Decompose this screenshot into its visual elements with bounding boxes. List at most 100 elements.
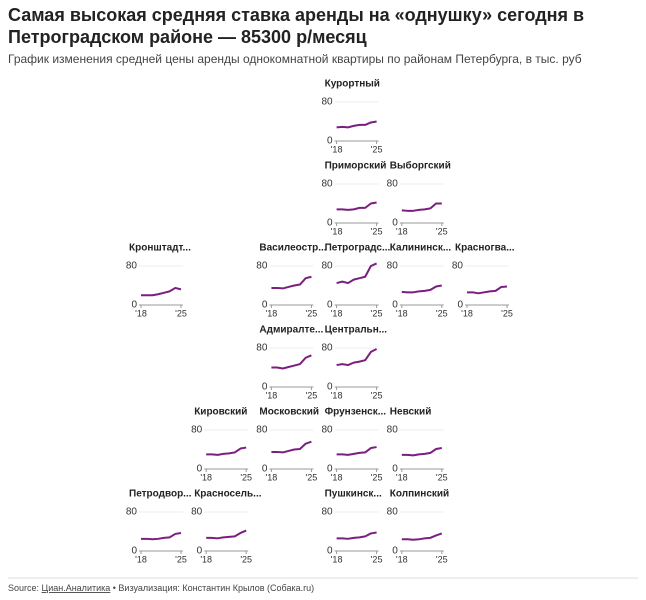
panel-title: Красногва...	[455, 243, 515, 254]
line	[141, 286, 182, 297]
panel-title: Центральн...	[325, 325, 388, 336]
x-tick-label: '25	[175, 308, 187, 318]
x-tick-label: '18	[331, 226, 343, 236]
x-tick-label: '25	[306, 472, 318, 482]
y-tick-label: 80	[256, 261, 268, 272]
x-tick-label: '18	[135, 554, 147, 564]
panel-title: Колпинский	[390, 489, 449, 500]
x-tick-label: '18	[331, 472, 343, 482]
x-tick-label: '18	[266, 308, 278, 318]
y-tick-label: 0	[131, 546, 137, 557]
x-tick-label: '18	[461, 308, 473, 318]
x-tick-label: '18	[266, 390, 278, 400]
y-tick-label: 0	[327, 300, 333, 311]
y-tick-label: 0	[327, 382, 333, 393]
y-tick-label: 80	[321, 179, 333, 190]
x-tick-label: '18	[331, 144, 343, 154]
panel-title: Пушкинск...	[325, 489, 382, 500]
y-tick-label: 80	[321, 425, 333, 436]
y-tick-label: 0	[197, 464, 203, 475]
line	[206, 446, 247, 456]
x-tick-label: '18	[331, 554, 343, 564]
panel-title: Кировский	[194, 407, 247, 418]
y-tick-label: 80	[387, 507, 399, 518]
y-tick-label: 0	[457, 300, 463, 311]
source: Source: Циан.Аналитика • Визуализация: К…	[8, 583, 314, 593]
line	[271, 275, 312, 290]
line	[336, 262, 378, 285]
x-tick-label: '25	[175, 554, 187, 564]
x-tick-label: '18	[396, 472, 408, 482]
y-tick-label: 80	[387, 179, 399, 190]
source-link[interactable]: Циан.Аналитика	[42, 583, 111, 593]
line	[336, 120, 377, 129]
line	[467, 285, 508, 295]
y-tick-label: 80	[321, 343, 333, 354]
y-tick-label: 0	[327, 546, 333, 557]
y-tick-label: 0	[262, 300, 268, 311]
x-tick-label: '18	[396, 554, 408, 564]
panel-title: Василеостр...	[259, 243, 326, 254]
panel-title: Адмиралте...	[259, 325, 323, 336]
panel-title: Петроградс...	[325, 243, 391, 254]
panel-title: Московский	[259, 407, 319, 418]
line	[401, 447, 442, 457]
x-tick-label: '25	[436, 472, 448, 482]
x-tick-label: '25	[306, 390, 318, 400]
y-tick-label: 80	[256, 343, 268, 354]
y-tick-label: 0	[392, 546, 398, 557]
x-tick-label: '25	[240, 472, 252, 482]
x-tick-label: '18	[396, 308, 408, 318]
header: Самая высокая средняя ставка аренды на «…	[8, 5, 585, 66]
y-tick-label: 80	[387, 261, 399, 272]
x-tick-label: '25	[371, 226, 383, 236]
line	[271, 354, 312, 370]
y-tick-label: 80	[387, 425, 399, 436]
y-tick-label: 80	[321, 97, 333, 108]
y-tick-label: 0	[262, 464, 268, 475]
source-label: Source:	[8, 583, 39, 593]
x-tick-label: '25	[240, 554, 252, 564]
y-tick-label: 0	[131, 300, 137, 311]
line	[141, 531, 182, 541]
x-tick-label: '25	[371, 390, 383, 400]
x-tick-label: '18	[200, 554, 212, 564]
y-tick-label: 0	[392, 300, 398, 311]
x-tick-label: '25	[501, 308, 513, 318]
y-tick-label: 80	[452, 261, 464, 272]
x-tick-label: '25	[371, 472, 383, 482]
x-tick-label: '18	[396, 226, 408, 236]
panel-title: Курортный	[325, 79, 380, 90]
x-tick-label: '25	[371, 144, 383, 154]
line	[336, 446, 377, 456]
panel-title: Калининск...	[390, 243, 452, 254]
panel-title: Выборгский	[390, 160, 451, 172]
line	[271, 440, 312, 454]
x-tick-label: '18	[331, 308, 343, 318]
line	[336, 348, 378, 367]
y-tick-label: 0	[197, 546, 203, 557]
x-tick-label: '18	[266, 472, 278, 482]
y-tick-label: 80	[126, 261, 138, 272]
panel-title: Красносель...	[194, 489, 262, 500]
line	[401, 532, 443, 541]
panel-title: Невский	[390, 407, 432, 418]
x-tick-label: '25	[436, 554, 448, 564]
y-tick-label: 0	[262, 382, 268, 393]
panel-title: Кронштадт...	[129, 243, 191, 254]
line	[336, 531, 377, 540]
chart-subtitle: График изменения средней цены аренды одн…	[8, 52, 582, 66]
x-tick-label: '18	[331, 390, 343, 400]
line	[336, 201, 377, 211]
line	[401, 202, 442, 212]
y-tick-label: 0	[327, 136, 333, 147]
y-tick-label: 80	[321, 507, 333, 518]
y-tick-label: 80	[191, 425, 203, 436]
chart-title: Самая высокая средняя ставка аренды на «…	[8, 5, 585, 47]
y-tick-label: 0	[327, 464, 333, 475]
y-tick-label: 80	[256, 425, 268, 436]
x-tick-label: '25	[436, 308, 448, 318]
x-tick-label: '18	[135, 308, 147, 318]
x-tick-label: '25	[436, 226, 448, 236]
